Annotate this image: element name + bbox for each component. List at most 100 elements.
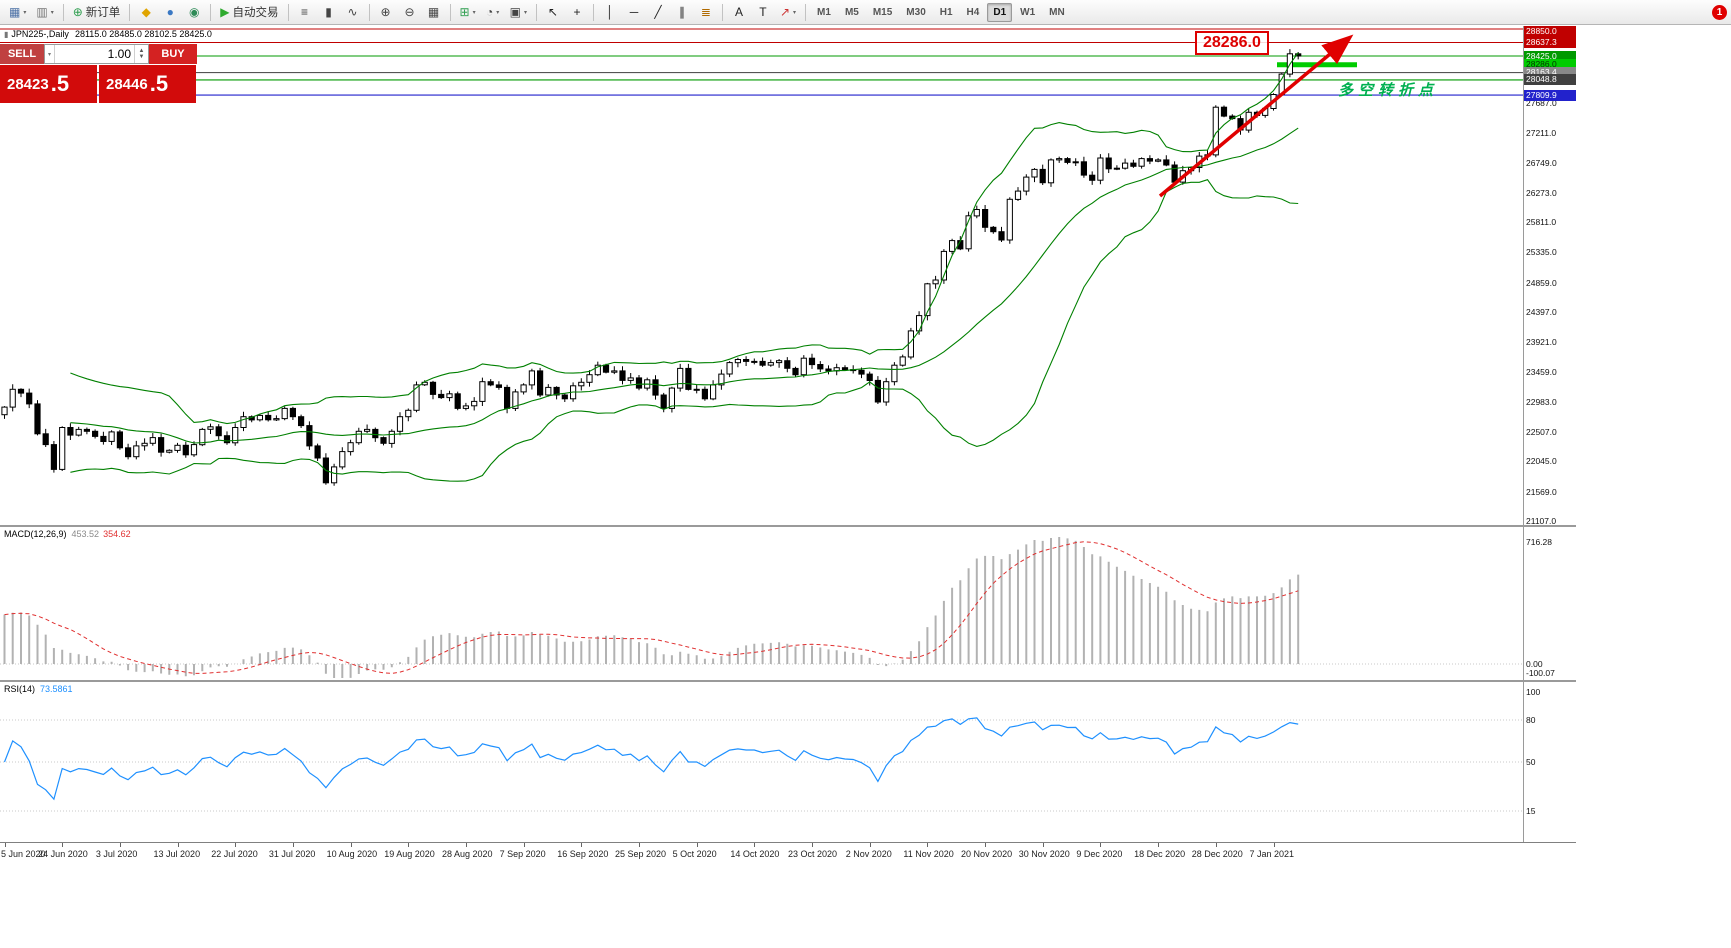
web-terminal-button[interactable]: ◉ bbox=[183, 2, 205, 23]
macd-axis-tick: 716.28 bbox=[1526, 536, 1552, 547]
profiles-button[interactable]: ▥ ▾ bbox=[32, 2, 57, 23]
turning-point-note[interactable]: 多空转折点 bbox=[1338, 82, 1439, 99]
time-axis-label: 24 Jun 2020 bbox=[38, 849, 88, 859]
time-axis-label: 28 Dec 2020 bbox=[1191, 849, 1243, 859]
notification-badge[interactable]: 1 bbox=[1712, 5, 1727, 20]
price-axis-tick: 21569.0 bbox=[1526, 486, 1557, 497]
trendline-button[interactable]: ╱ bbox=[647, 2, 669, 23]
timeframe-d1[interactable]: D1 bbox=[987, 2, 1013, 22]
community-icon: ● bbox=[166, 5, 174, 19]
price-plot[interactable] bbox=[0, 26, 1523, 525]
templates-button[interactable]: ▣ ▾ bbox=[506, 2, 531, 23]
channel-icon: ∥ bbox=[678, 5, 685, 19]
price-annotation-label[interactable]: 28286.0 bbox=[1195, 30, 1269, 55]
rsi-axis-tick: 100 bbox=[1526, 687, 1541, 697]
lot-spinner[interactable]: ▲ ▼ bbox=[134, 45, 148, 63]
macd-name: MACD(12,26,9) bbox=[4, 529, 67, 539]
buy-button[interactable]: BUY bbox=[149, 44, 197, 64]
price-axis-tick: 21107.0 bbox=[1526, 516, 1557, 527]
time-axis-label: 20 Nov 2020 bbox=[961, 849, 1013, 859]
text-label-button[interactable]: T bbox=[752, 2, 774, 23]
timeframe-h4[interactable]: H4 bbox=[966, 6, 980, 18]
price-axis-tick: 22983.0 bbox=[1526, 396, 1557, 407]
price-line-label: 28850.0 bbox=[1524, 26, 1576, 37]
toolbar-separator bbox=[129, 3, 131, 21]
time-axis-tick bbox=[696, 843, 698, 847]
community-button[interactable]: ● bbox=[159, 2, 181, 23]
time-axis-label: 22 Jul 2020 bbox=[211, 849, 258, 859]
timeframe-m15[interactable]: M15 bbox=[872, 6, 893, 18]
timeframe-w1[interactable]: W1 bbox=[1020, 6, 1036, 18]
lot-options-icon[interactable]: ▾ bbox=[45, 45, 55, 63]
price-pane: ▮ JPN225-,Daily 28115.0 28485.0 28102.5 28… bbox=[0, 26, 1576, 527]
time-axis-label: 13 Jul 2020 bbox=[153, 849, 201, 859]
toolbar-separator bbox=[62, 3, 64, 21]
time-axis-tick bbox=[4, 843, 6, 847]
timeframe-m5[interactable]: M5 bbox=[844, 6, 859, 18]
time-axis-tick bbox=[1042, 843, 1044, 847]
price-axis-tick: 22045.0 bbox=[1526, 456, 1557, 467]
timeframe-m1[interactable]: M1 bbox=[817, 6, 831, 18]
time-axis[interactable]: 5 Jun 2020 24 Jun 2020 3 Jul 2020 13 Jul 20… bbox=[0, 842, 1576, 864]
line-chart-type-button[interactable]: ∿ bbox=[342, 2, 364, 23]
cycles-button[interactable]: ◔ ▾ bbox=[482, 2, 504, 23]
time-axis-tick bbox=[465, 843, 467, 847]
pane-separator[interactable] bbox=[0, 680, 1576, 682]
new-order-button[interactable]: ⊕ 新订单 bbox=[69, 2, 125, 23]
zoom-out-button[interactable]: ⊖ bbox=[399, 2, 421, 23]
crosshair-icon: + bbox=[573, 5, 581, 19]
macd-axis[interactable]: 716.28 0.00 -100.07 bbox=[1523, 527, 1576, 680]
candlestick-chart-type-icon: ▮ bbox=[325, 5, 332, 19]
timeframe-h1[interactable]: H1 bbox=[939, 6, 953, 18]
bar-chart-type-button[interactable]: ≡ bbox=[294, 2, 316, 23]
zoom-out-icon: ⊖ bbox=[404, 5, 415, 19]
zoom-in-button[interactable]: ⊕ bbox=[375, 2, 397, 23]
cursor-icon: ↖ bbox=[547, 5, 558, 19]
history-center-button[interactable]: ◆ bbox=[135, 2, 157, 23]
horizontal-line-button[interactable]: ─ bbox=[623, 2, 645, 23]
time-axis-label: 7 Sep 2020 bbox=[499, 849, 546, 859]
arrows-button[interactable]: ↗ ▾ bbox=[776, 2, 800, 23]
indicators-button[interactable]: ⊞ ▾ bbox=[456, 2, 480, 23]
autotrading-button[interactable]: ▶ 自动交易 bbox=[216, 2, 282, 23]
toolbar-separator bbox=[592, 3, 594, 21]
rsi-label: RSI(14) 73.5861 bbox=[4, 684, 73, 694]
price-axis-tick: 27687.0 bbox=[1526, 97, 1557, 108]
candlestick-chart-type-button[interactable]: ▮ bbox=[318, 2, 340, 23]
text-button[interactable]: A bbox=[728, 2, 750, 23]
time-axis-label: 5 Jun 2020 bbox=[1, 849, 46, 859]
lot-up-icon[interactable]: ▲ bbox=[138, 48, 145, 54]
time-axis-label: 16 Sep 2020 bbox=[557, 849, 609, 859]
macd-pane: MACD(12,26,9) 453.52 354.62 716.28 0.00 -100… bbox=[0, 527, 1576, 680]
lot-down-icon[interactable]: ▼ bbox=[138, 54, 145, 60]
macd-axis-tick: -100.07 bbox=[1526, 668, 1555, 678]
sell-price-button[interactable]: 28423 .5 bbox=[0, 65, 97, 103]
tile-windows-button[interactable]: ▦ bbox=[423, 2, 445, 23]
price-axis-tick: 26749.0 bbox=[1526, 157, 1557, 168]
price-axis-tick: 22507.0 bbox=[1526, 427, 1557, 438]
crosshair-button[interactable]: + bbox=[566, 2, 588, 23]
cursor-button[interactable]: ↖ bbox=[542, 2, 564, 23]
fibonacci-button[interactable]: ≣ bbox=[695, 2, 717, 23]
time-axis-tick bbox=[581, 843, 583, 847]
sell-button[interactable]: SELL bbox=[0, 44, 44, 64]
lot-value[interactable]: 1.00 bbox=[107, 47, 131, 61]
dropdown-caret-icon: ▾ bbox=[50, 9, 54, 16]
fibonacci-icon: ≣ bbox=[700, 5, 711, 19]
vertical-line-button[interactable]: │ bbox=[599, 2, 621, 23]
toolbar-separator bbox=[805, 3, 807, 21]
new-chart-button[interactable]: ▦ ▾ bbox=[5, 2, 30, 23]
rsi-plot[interactable] bbox=[0, 682, 1523, 842]
channel-button[interactable]: ∥ bbox=[671, 2, 693, 23]
macd-plot[interactable] bbox=[0, 527, 1523, 680]
rsi-axis[interactable]: 100 80 50 15 bbox=[1523, 682, 1576, 842]
timeframe-m30[interactable]: M30 bbox=[906, 6, 926, 18]
timeframe-mn[interactable]: MN bbox=[1049, 6, 1065, 18]
buy-price-button[interactable]: 28446 .5 bbox=[99, 65, 196, 103]
lot-size-field[interactable]: ▾ 1.00 ▲ ▼ bbox=[44, 44, 149, 64]
price-axis[interactable]: 27687.0 27211.0 26749.0 26273.0 25811.0 25335… bbox=[1523, 26, 1576, 527]
pane-separator[interactable] bbox=[0, 525, 1576, 527]
buy-price-pip: .5 bbox=[149, 71, 169, 96]
autotrading-icon: ▶ bbox=[220, 5, 230, 19]
time-axis-tick bbox=[1215, 843, 1217, 847]
